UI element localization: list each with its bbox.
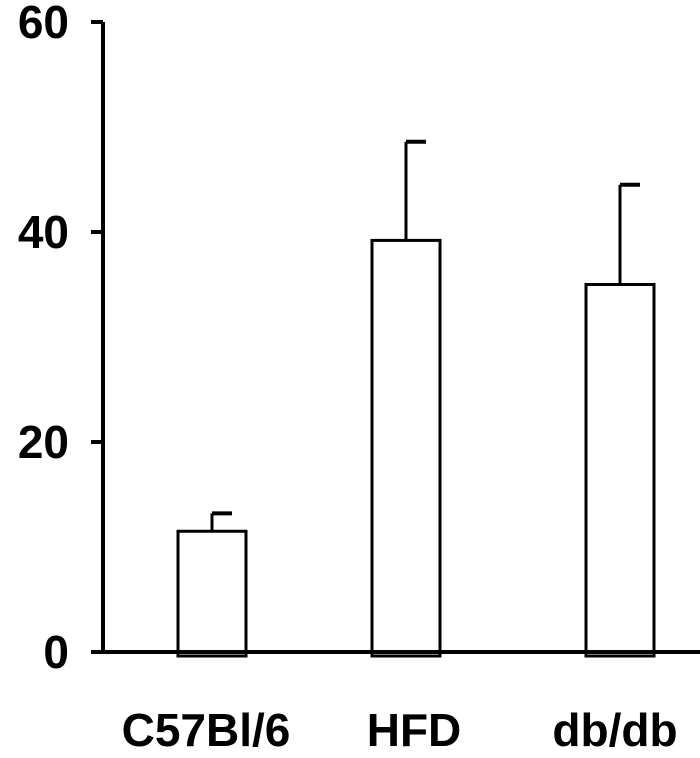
x-category-label: C57Bl/6: [122, 704, 291, 756]
bar-1: [176, 529, 248, 658]
error-bars-layer: [210, 139, 640, 532]
y-tick-label: 20: [18, 416, 69, 468]
y-ticks-layer: 0 20 40 60: [18, 0, 103, 678]
y-tick-label: 0: [43, 626, 69, 678]
bar-3: [584, 283, 656, 658]
y-tick-label: 40: [18, 206, 69, 258]
bars-layer: [176, 238, 656, 658]
bar-2: [370, 238, 442, 658]
x-category-label: db/db: [552, 704, 677, 756]
axes-layer: [101, 22, 700, 654]
x-labels-layer: C57Bl/6 HFD db/db: [122, 704, 678, 756]
y-tick-label: 60: [18, 0, 69, 48]
x-category-label: HFD: [367, 704, 462, 756]
